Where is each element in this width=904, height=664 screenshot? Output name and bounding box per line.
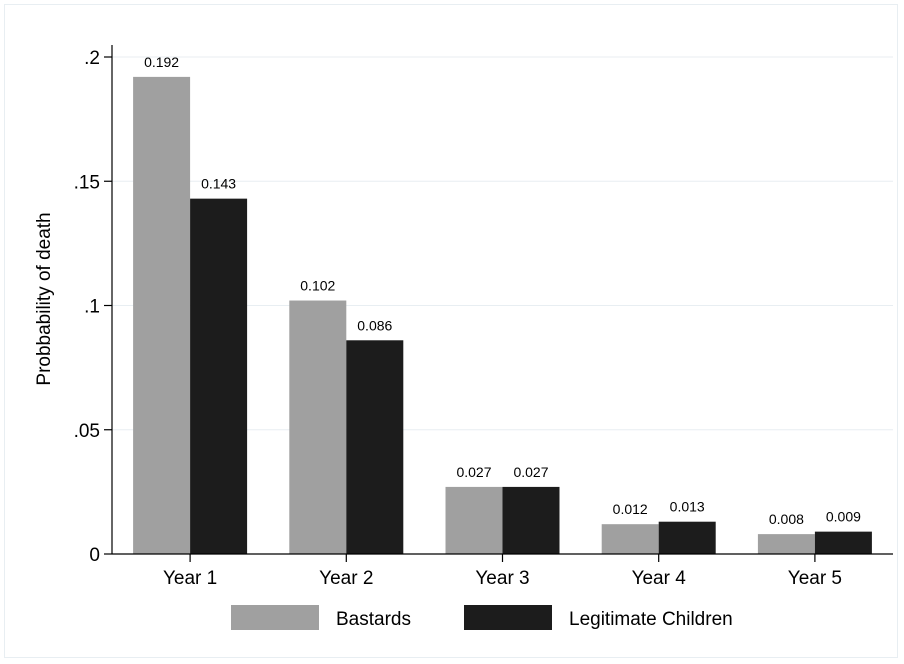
data-label: 0.012: [613, 501, 648, 517]
data-label: 0.013: [670, 499, 705, 515]
data-label: 0.027: [456, 464, 491, 480]
data-label: 0.008: [769, 511, 804, 527]
y-axis-title: Probbability of death: [34, 212, 55, 385]
data-label: 0.086: [357, 317, 392, 333]
x-tick-label: Year 1: [163, 568, 217, 589]
bar-legitimate-children: [190, 198, 248, 554]
x-tick-label: Year 5: [788, 568, 842, 589]
y-tick-label: .2: [84, 48, 100, 69]
y-ticks: 0 .05 .1 .15 .2: [74, 48, 112, 566]
bar-legitimate-children: [658, 521, 716, 554]
bar-bastards: [289, 300, 347, 554]
bars: [133, 76, 872, 554]
bar-legitimate-children: [814, 531, 872, 554]
bar-bastards: [757, 534, 815, 554]
data-label: 0.143: [201, 176, 236, 192]
bar-legitimate-children: [346, 340, 404, 554]
bar-legitimate-children: [502, 486, 560, 554]
y-tick-label: .15: [74, 172, 100, 193]
bar-bastards: [133, 76, 191, 554]
x-ticks: Year 1 Year 2 Year 3 Year 4 Year 5: [163, 554, 842, 589]
bar-bastards: [445, 486, 503, 554]
data-label: 0.027: [513, 464, 548, 480]
legend-label: Legitimate Children: [569, 609, 733, 630]
legend-swatch: [231, 605, 319, 630]
x-tick-label: Year 4: [632, 568, 687, 589]
x-tick-label: Year 2: [319, 568, 373, 589]
data-labels: 0.192 0.143 0.102 0.086 0.027 0.027 0.012 0.013…: [144, 54, 861, 527]
legend-swatch: [464, 605, 552, 630]
y-tick-label: .05: [74, 421, 100, 442]
data-label: 0.192: [144, 54, 179, 70]
bar-bastards: [601, 524, 659, 554]
legend: Bastards Legitimate Children: [231, 605, 733, 630]
legend-label: Bastards: [336, 609, 411, 630]
x-tick-label: Year 3: [475, 568, 529, 589]
data-label: 0.009: [826, 509, 861, 525]
data-label: 0.102: [300, 278, 335, 294]
y-tick-label: .1: [84, 297, 100, 318]
y-tick-label: 0: [89, 545, 100, 566]
